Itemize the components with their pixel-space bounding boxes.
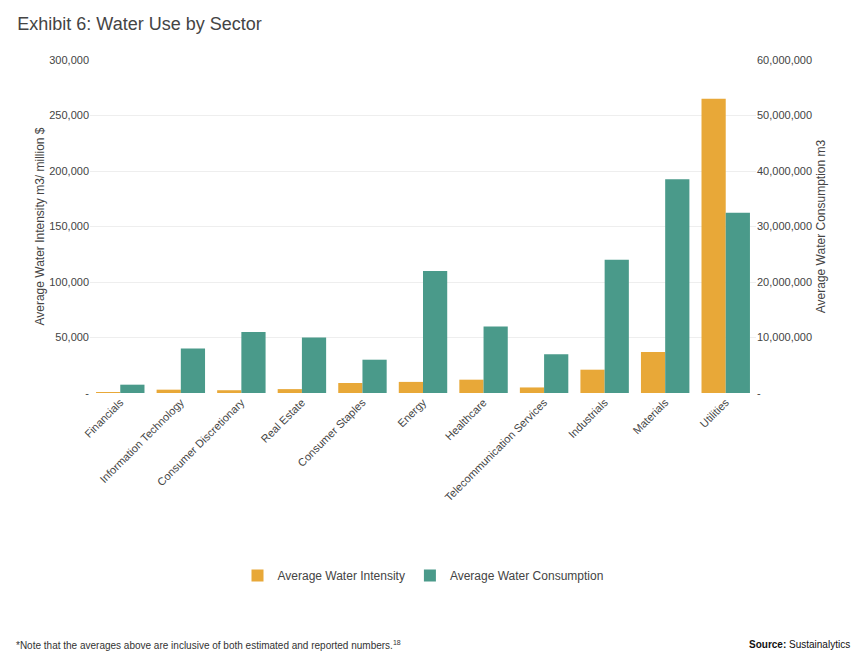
svg-text:Exhibit 6: Water Use by Sector: Exhibit 6: Water Use by Sector (17, 14, 261, 34)
svg-text:60,000,000: 60,000,000 (757, 54, 812, 66)
svg-text:Information Technology: Information Technology (97, 396, 186, 485)
svg-text:30,000,000: 30,000,000 (757, 220, 812, 232)
svg-text:Source: Sustainalytics: Source: Sustainalytics (749, 639, 850, 650)
svg-text:Utilities: Utilities (697, 396, 731, 430)
svg-text:Energy: Energy (395, 396, 428, 429)
svg-text:*Note that the averages above: *Note that the averages above are inclus… (16, 639, 401, 651)
svg-text:100,000: 100,000 (49, 276, 89, 288)
svg-text:50,000,000: 50,000,000 (757, 109, 812, 121)
svg-text:300,000: 300,000 (49, 54, 89, 66)
svg-text:-: - (757, 387, 761, 399)
svg-text:Financials: Financials (82, 396, 126, 440)
svg-text:40,000,000: 40,000,000 (757, 165, 812, 177)
svg-text:-: - (85, 387, 89, 399)
svg-text:200,000: 200,000 (49, 165, 89, 177)
svg-text:Consumer Discretionary: Consumer Discretionary (155, 396, 247, 488)
svg-text:20,000,000: 20,000,000 (757, 276, 812, 288)
svg-text:Real Estate: Real Estate (259, 396, 308, 445)
svg-text:50,000: 50,000 (55, 331, 89, 343)
svg-text:Average Water Consumption: Average Water Consumption (450, 569, 603, 583)
svg-text:Consumer Staples: Consumer Staples (295, 396, 368, 469)
svg-text:Materials: Materials (630, 396, 670, 436)
svg-text:250,000: 250,000 (49, 109, 89, 121)
svg-text:Industrials: Industrials (566, 396, 610, 440)
svg-text:Healthcare: Healthcare (443, 396, 489, 442)
svg-text:Average Water Intensity m3/ mi: Average Water Intensity m3/ million $ (33, 127, 47, 325)
svg-text:Average Water Consumption m3: Average Water Consumption m3 (814, 139, 828, 313)
svg-text:150,000: 150,000 (49, 220, 89, 232)
svg-text:Average Water Intensity: Average Water Intensity (278, 569, 405, 583)
svg-text:10,000,000: 10,000,000 (757, 331, 812, 343)
svg-text:Telecommunication Services: Telecommunication Services (442, 396, 549, 503)
